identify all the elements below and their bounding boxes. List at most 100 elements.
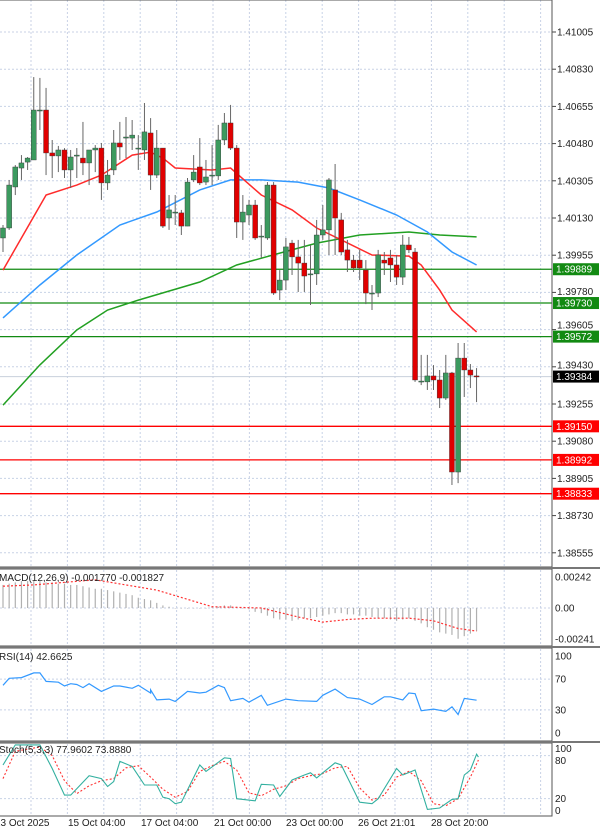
x-tick-label: 28 Oct 20:00 <box>431 818 489 829</box>
macd-histogram-bar <box>279 608 281 620</box>
candle <box>387 249 394 282</box>
candle-body-bull <box>154 147 160 176</box>
candle-body-bear <box>467 369 474 376</box>
candle <box>344 239 351 272</box>
candle-body-bear <box>357 259 363 269</box>
candle-body-bull <box>283 246 289 281</box>
candle <box>178 209 185 236</box>
grid <box>0 0 552 815</box>
candle-body-bull <box>31 109 37 161</box>
macd-histogram-bar <box>396 608 398 621</box>
candle-body-bear <box>233 147 240 223</box>
candle-body-bear <box>252 204 258 239</box>
candle <box>277 270 283 301</box>
rsi-panel[interactable] <box>2 672 477 716</box>
candle <box>203 159 209 186</box>
candle-body-bear <box>363 269 369 294</box>
rsi-y-tick-label: 100 <box>555 652 572 663</box>
candle-body-bear <box>449 372 455 473</box>
stoch-y-tick-label: 100 <box>555 744 572 755</box>
candle-body-bear <box>49 152 55 157</box>
candle-body-bull <box>141 131 148 151</box>
candle-body-bull <box>24 157 31 163</box>
macd-histogram-bar <box>309 608 312 619</box>
candle <box>0 225 6 253</box>
candle <box>135 135 142 170</box>
macd-histogram-bar <box>352 608 355 615</box>
macd-histogram-bar <box>63 583 66 608</box>
candle <box>227 104 234 150</box>
rsi-line <box>2 672 477 716</box>
support-level-tag <box>553 453 599 466</box>
macd-histogram-bar <box>143 599 146 608</box>
price-panel[interactable] <box>0 77 552 495</box>
candle <box>80 121 86 176</box>
macd-histogram-bar <box>162 605 164 608</box>
rsi-y-tick-label: 70 <box>555 675 567 686</box>
candle <box>31 77 37 161</box>
macd-histogram-bar <box>359 608 361 616</box>
macd-histogram-bar <box>285 608 287 620</box>
candle-body-bull <box>67 156 74 171</box>
macd-histogram-bar <box>346 608 348 615</box>
candle <box>98 142 105 200</box>
macd-histogram-bar <box>119 592 121 608</box>
y-tick-label: 1.38730 <box>557 511 594 522</box>
macd-histogram-bar <box>389 608 392 620</box>
y-tick-label: 1.41005 <box>557 28 594 39</box>
support-level-label: 1.39150 <box>556 422 593 433</box>
candle-body-bull <box>326 179 332 231</box>
candle <box>461 342 467 397</box>
candle-body-bull <box>320 229 326 236</box>
candle-body-bear <box>61 149 68 171</box>
candle <box>393 254 400 285</box>
stochastic-panel[interactable] <box>2 744 479 810</box>
candle <box>221 112 228 146</box>
candle-body-bull <box>0 227 6 239</box>
y-tick-label: 1.40130 <box>557 214 594 225</box>
macd-histogram-bar <box>125 593 127 608</box>
candle-body-bear <box>461 357 467 371</box>
macd-histogram-bar <box>371 608 373 617</box>
macd-panel[interactable] <box>2 579 478 639</box>
x-tick-label: 17 Oct 04:00 <box>141 818 199 829</box>
candle-body-bear <box>197 166 203 184</box>
macd-histogram-bar <box>334 608 336 614</box>
candle-body-bull <box>455 357 461 473</box>
stoch-y-tick-label: 0 <box>555 806 561 817</box>
candle-body-bull <box>6 184 12 229</box>
resistance-level-tag <box>553 297 599 310</box>
macd-histogram-bar <box>365 608 367 616</box>
macd-histogram-bar <box>340 608 342 614</box>
candle-body-bear <box>147 132 154 176</box>
stoch-main-line <box>2 744 479 810</box>
y-tick-label: 1.38555 <box>557 548 594 559</box>
candle <box>473 368 480 403</box>
candle-body-bull <box>12 166 19 188</box>
candle-body-bull <box>221 122 228 141</box>
candle-body-bear <box>178 212 185 227</box>
candle <box>467 364 474 389</box>
candle <box>332 164 338 255</box>
rsi-y-tick-label: 30 <box>555 705 567 716</box>
candle-body-bull <box>166 209 172 219</box>
candle-body-bull <box>443 372 449 399</box>
candle <box>264 182 271 240</box>
x-tick-label: 15 Oct 04:00 <box>68 818 126 829</box>
macd-histogram-bar <box>322 608 324 616</box>
candle <box>166 195 172 230</box>
resistance-level-label: 1.39730 <box>556 299 593 310</box>
candle <box>37 77 43 130</box>
y-tick-label: 1.39430 <box>557 361 594 372</box>
macd-histogram-bar <box>14 582 16 608</box>
candle <box>215 124 221 180</box>
candle-body-bull <box>203 176 209 183</box>
candle <box>270 182 277 295</box>
support-level-label: 1.38833 <box>556 489 593 500</box>
macd-histogram-bar <box>426 608 428 628</box>
macd-histogram-bar <box>260 608 262 614</box>
moving-average-slow <box>2 231 477 406</box>
x-tick-label: 26 Oct 21:01 <box>358 818 416 829</box>
candle <box>123 117 129 159</box>
